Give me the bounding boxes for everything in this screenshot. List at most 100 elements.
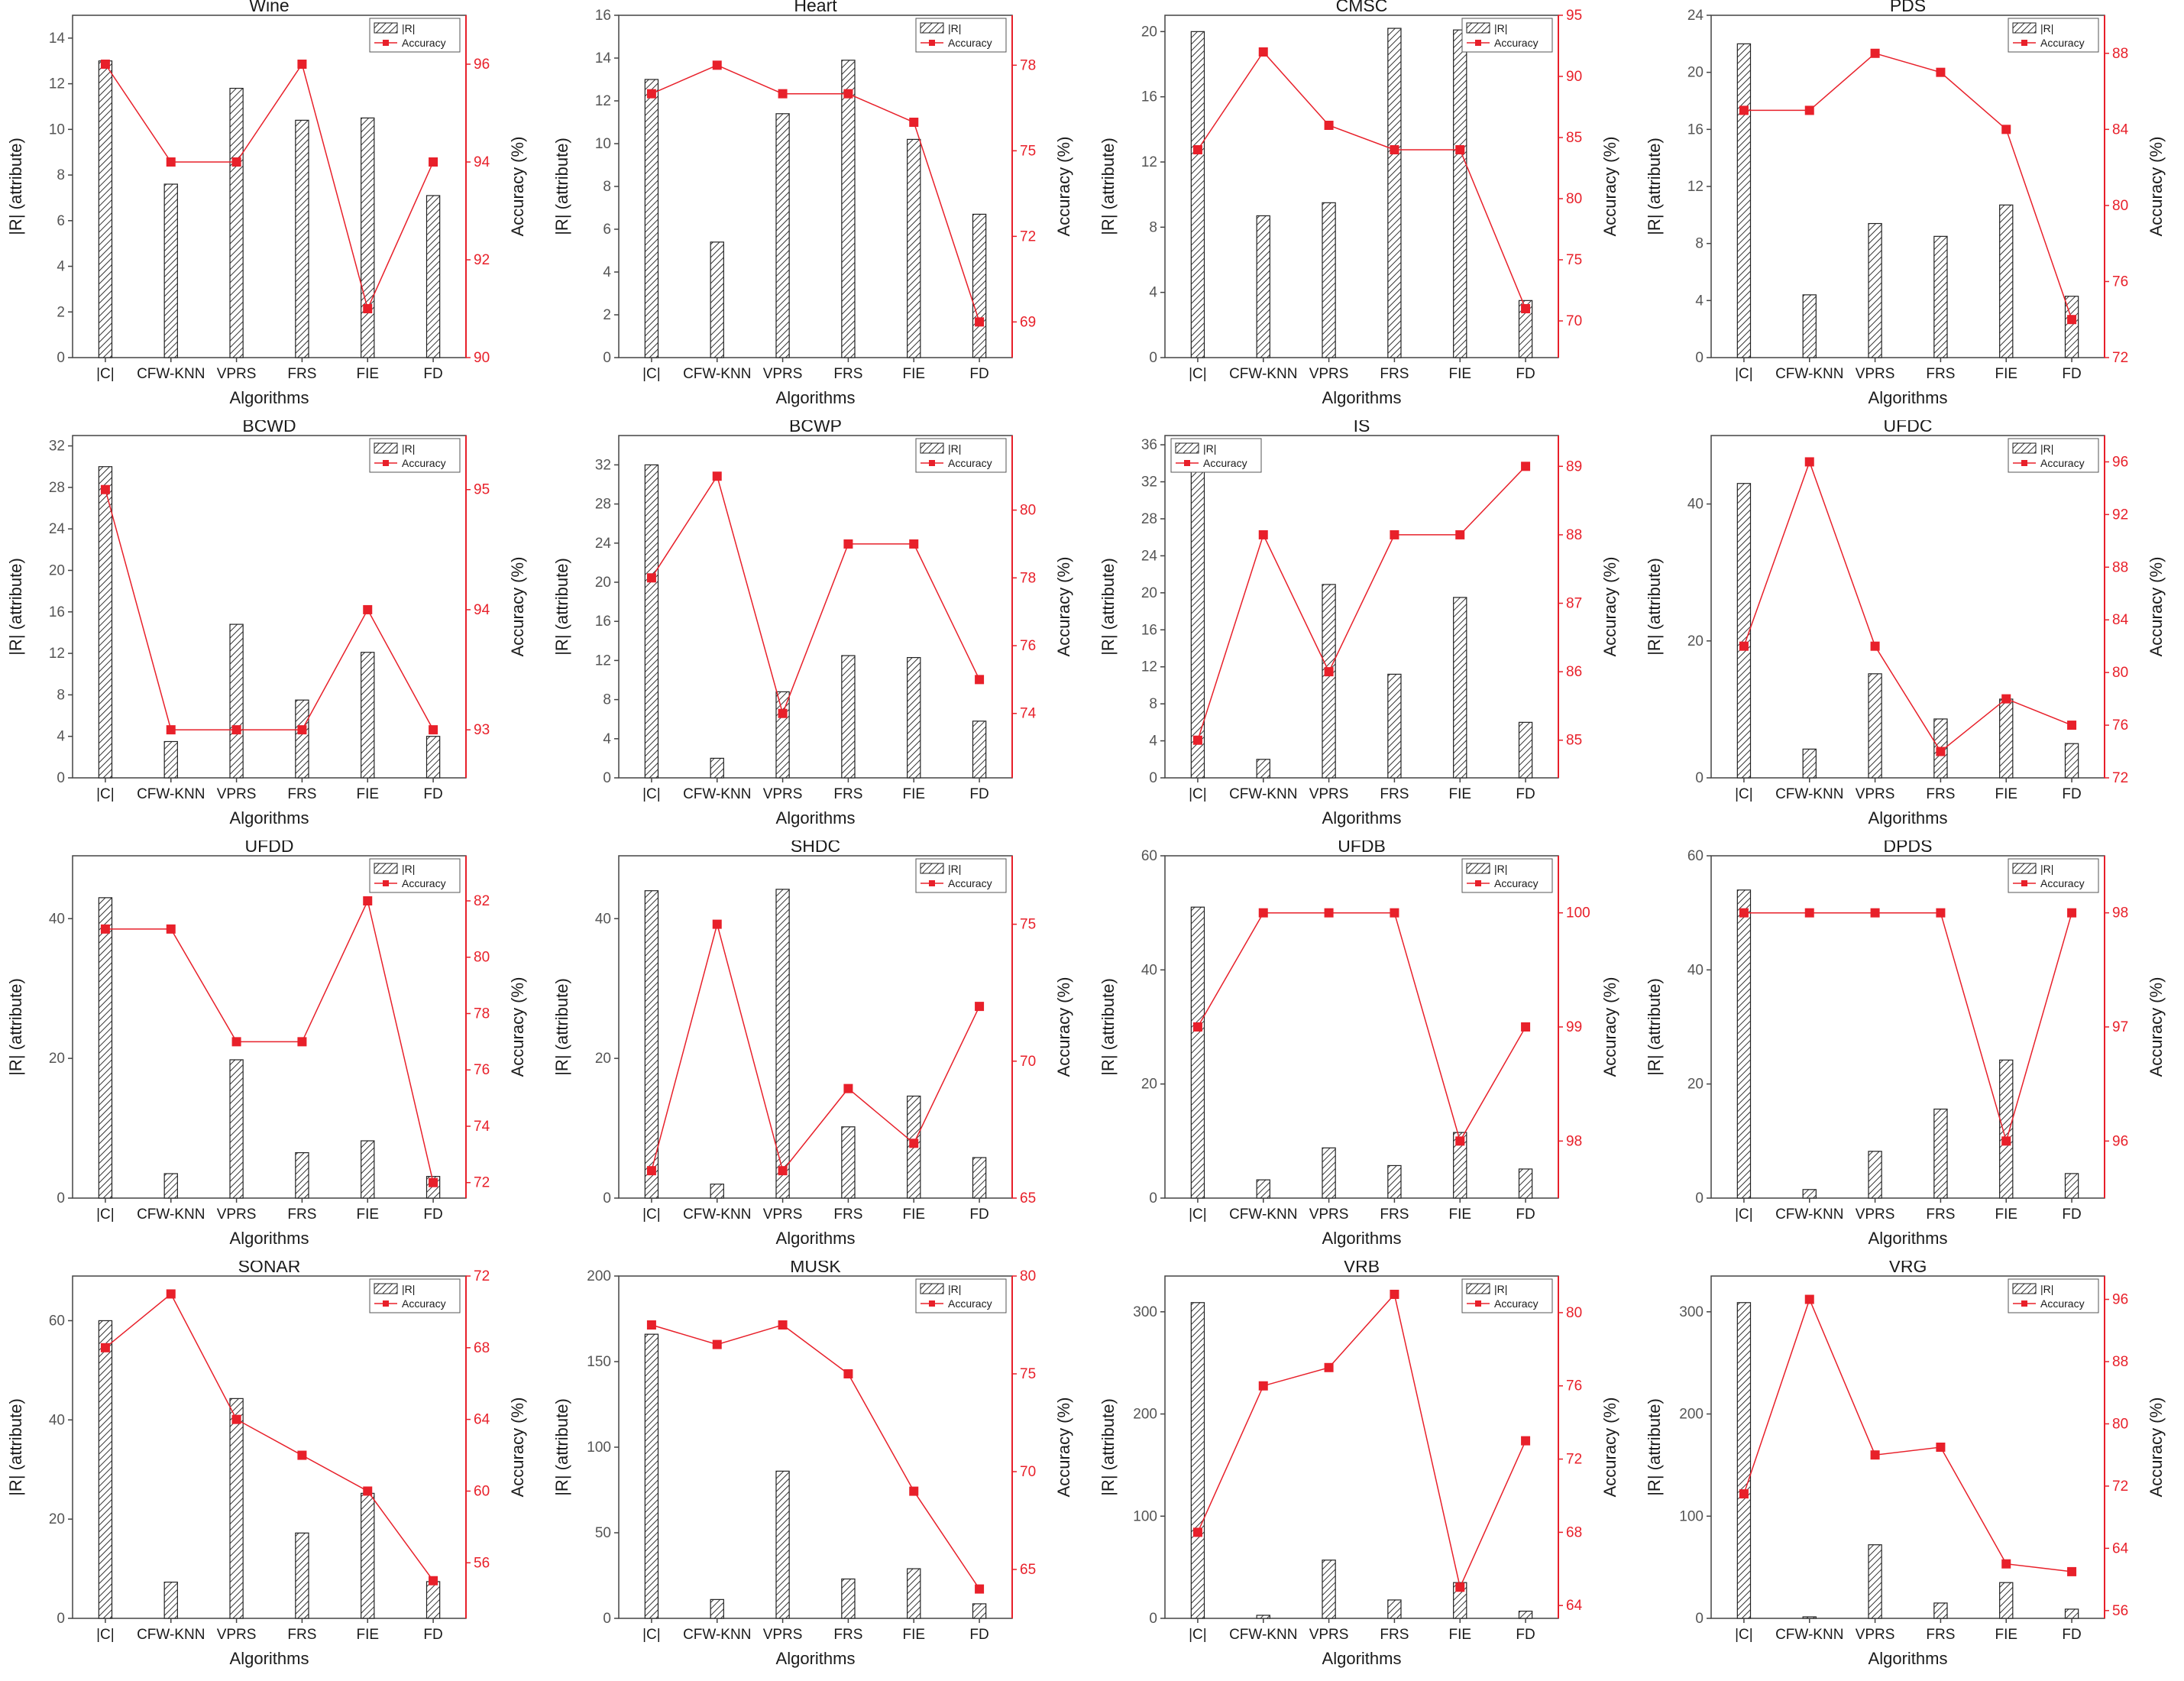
chart-panel: UFDB 0 20 40 60 98 99 100 |C| CFW-KNN VPRS FRS FIE FD… xyxy=(1092,840,1639,1261)
accuracy-point xyxy=(100,1343,110,1352)
bar-r xyxy=(1933,1108,1948,1199)
x-tick-label: CFW-KNN xyxy=(1775,786,1843,802)
left-tick-label: 40 xyxy=(1687,962,1704,978)
bar-r xyxy=(775,113,790,358)
plot-frame xyxy=(1164,15,1559,358)
left-tick-label: 14 xyxy=(595,50,612,66)
left-tick-label: 0 xyxy=(1149,770,1157,786)
accuracy-point xyxy=(363,1486,373,1496)
x-tick-label: CFW-KNN xyxy=(1775,1627,1843,1643)
right-tick-label: 69 xyxy=(1020,314,1036,330)
right-tick-label: 96 xyxy=(474,57,490,73)
bar-r xyxy=(972,1603,987,1619)
bar-r xyxy=(1802,748,1817,779)
x-axis-label: Algorithms xyxy=(1322,808,1402,828)
accuracy-point xyxy=(429,1576,438,1585)
bar-r xyxy=(1933,235,1948,358)
left-tick-label: 20 xyxy=(1687,633,1704,649)
x-tick-label: FRS xyxy=(1926,1206,1955,1223)
accuracy-point xyxy=(843,1083,853,1093)
bar-r xyxy=(361,1492,375,1619)
accuracy-point xyxy=(646,89,656,99)
accuracy-point xyxy=(1192,1022,1202,1032)
right-tick-label: 65 xyxy=(1020,1562,1036,1578)
y-axis-label-right: Accuracy (%) xyxy=(2147,977,2166,1077)
right-tick-label: 75 xyxy=(1020,1366,1036,1382)
legend: |R| Accuracy xyxy=(369,858,461,893)
accuracy-point xyxy=(231,1037,241,1047)
y-axis-label-left: |R| (attribute) xyxy=(1645,978,1664,1076)
left-tick-label: 100 xyxy=(1679,1508,1704,1524)
left-tick-label: 20 xyxy=(49,562,65,578)
right-tick-label: 74 xyxy=(474,1119,490,1135)
legend-box xyxy=(369,18,461,53)
x-axis-label: Algorithms xyxy=(1869,1649,1948,1668)
x-tick-label: CFW-KNN xyxy=(137,1206,205,1223)
accuracy-point xyxy=(2067,1566,2077,1576)
x-tick-label: VPRS xyxy=(763,1206,803,1223)
chart-svg: BCWP 0 4 8 12 16 20 24 28 32 74 76 78 80 |C| CFW-KNN VPR… xyxy=(552,420,1073,828)
x-tick-label: CFW-KNN xyxy=(1775,366,1843,382)
x-tick-label: VPRS xyxy=(217,1627,257,1643)
right-tick-label: 56 xyxy=(2112,1603,2128,1619)
chart-svg: SONAR 0 20 40 60 56 60 64 68 72 |C| CFW-KNN VPRS FRS F… xyxy=(6,1261,527,1668)
bar-r xyxy=(1190,462,1205,779)
x-tick-label: |C| xyxy=(642,1627,661,1643)
accuracy-point xyxy=(100,924,110,934)
bar-r xyxy=(1387,1164,1402,1199)
bar-r xyxy=(425,736,441,779)
left-tick-label: 0 xyxy=(1695,770,1704,786)
left-tick-label: 4 xyxy=(603,731,611,747)
legend-bar-label: |R| xyxy=(1494,22,1507,34)
y-axis-label-left: |R| (attribute) xyxy=(1645,1398,1664,1496)
bar-r xyxy=(1802,294,1817,358)
right-tick-label: 100 xyxy=(1566,905,1590,921)
accuracy-point xyxy=(1192,735,1202,745)
y-axis-label-right: Accuracy (%) xyxy=(1600,137,1619,237)
bar-r xyxy=(163,1582,178,1619)
chart-panel: PDS 0 4 8 12 16 20 24 72 76 80 84 88 |C| CFW-KNN VPRS FR… xyxy=(1639,0,2184,420)
y-axis-label-right: Accuracy (%) xyxy=(508,977,527,1077)
chart-title: VRB xyxy=(1344,1261,1380,1276)
left-tick-label: 8 xyxy=(603,692,611,708)
x-tick-label: CFW-KNN xyxy=(683,366,751,382)
bar-r xyxy=(1453,597,1467,779)
x-axis-label: Algorithms xyxy=(230,808,309,828)
chart-title: MUSK xyxy=(790,1261,841,1276)
bar-r xyxy=(1999,1582,2014,1619)
accuracy-point xyxy=(166,924,176,934)
legend: |R| Accuracy xyxy=(915,438,1007,473)
legend-bar-swatch xyxy=(920,22,944,34)
legend-line-marker xyxy=(2021,460,2027,466)
left-tick-label: 0 xyxy=(603,350,611,366)
bar-r xyxy=(1322,1147,1336,1199)
x-tick-label: |C| xyxy=(96,1627,115,1643)
legend: |R| Accuracy xyxy=(369,18,461,53)
left-tick-label: 60 xyxy=(49,1313,65,1329)
x-tick-label: CFW-KNN xyxy=(683,1627,751,1643)
left-tick-label: 32 xyxy=(595,457,611,473)
plot-frame xyxy=(1164,855,1559,1199)
chart-panel: MUSK 0 50 100 150 200 65 70 75 80 |C| CFW-KNN VPRS FR… xyxy=(546,1261,1092,1681)
accuracy-point xyxy=(100,484,110,494)
accuracy-point xyxy=(1936,67,1946,77)
y-axis-label-right: Accuracy (%) xyxy=(508,137,527,237)
x-tick-label: FRS xyxy=(1926,1627,1955,1643)
x-tick-label: VPRS xyxy=(763,366,803,382)
accuracy-point xyxy=(2001,1559,2011,1569)
accuracy-point xyxy=(843,539,853,549)
accuracy-point xyxy=(1324,1362,1334,1372)
legend-bar-swatch xyxy=(1175,442,1199,454)
right-tick-label: 76 xyxy=(1566,1378,1582,1394)
bar-r xyxy=(1256,1615,1270,1619)
bar-r xyxy=(1802,1189,1817,1199)
accuracy-point xyxy=(2067,908,2077,918)
legend: |R| Accuracy xyxy=(2008,438,2099,473)
y-axis-label-right: Accuracy (%) xyxy=(2147,557,2166,657)
x-tick-label: FD xyxy=(1516,1627,1535,1643)
legend: |R| Accuracy xyxy=(2008,858,2099,893)
accuracy-line xyxy=(651,921,980,1172)
chart-svg: UFDB 0 20 40 60 98 99 100 |C| CFW-KNN VPRS FRS FIE FD… xyxy=(1098,840,1619,1248)
x-tick-label: VPRS xyxy=(763,1627,803,1643)
chart-panel: Wine 0 2 4 6 8 10 12 14 90 92 94 96 |C| CFW-KNN VPRS FRS… xyxy=(0,0,546,420)
